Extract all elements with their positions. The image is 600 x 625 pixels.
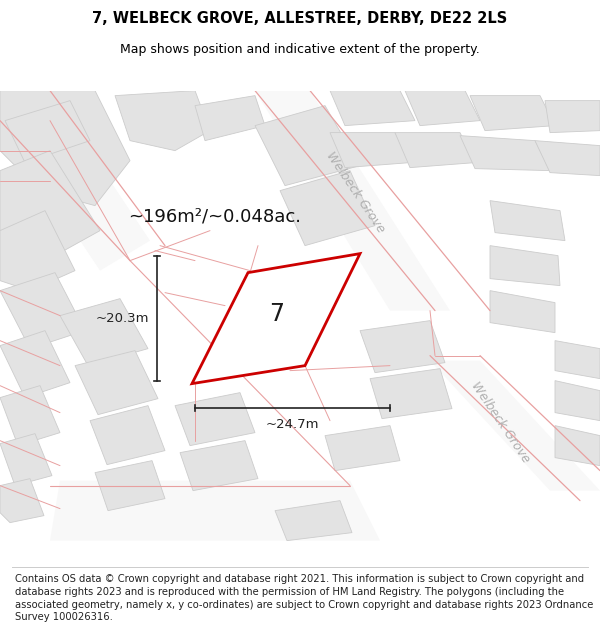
Polygon shape	[370, 369, 452, 419]
Polygon shape	[555, 381, 600, 421]
Polygon shape	[325, 426, 400, 471]
Polygon shape	[430, 361, 600, 491]
Polygon shape	[0, 386, 60, 446]
Polygon shape	[545, 101, 600, 132]
Polygon shape	[5, 101, 90, 162]
Polygon shape	[490, 201, 565, 241]
Text: ~24.7m: ~24.7m	[266, 418, 319, 431]
Polygon shape	[255, 106, 360, 186]
Polygon shape	[115, 91, 210, 151]
Text: 7, WELBECK GROVE, ALLESTREE, DERBY, DE22 2LS: 7, WELBECK GROVE, ALLESTREE, DERBY, DE22…	[92, 11, 508, 26]
Polygon shape	[255, 91, 450, 311]
Polygon shape	[280, 171, 375, 246]
Text: 7: 7	[269, 302, 284, 326]
Polygon shape	[330, 91, 415, 126]
Polygon shape	[0, 272, 85, 349]
Polygon shape	[395, 132, 475, 168]
Polygon shape	[535, 141, 600, 176]
Polygon shape	[0, 211, 75, 291]
Polygon shape	[180, 441, 258, 491]
Polygon shape	[555, 426, 600, 466]
Polygon shape	[0, 151, 100, 256]
Polygon shape	[0, 91, 130, 206]
Polygon shape	[90, 406, 165, 464]
Polygon shape	[490, 291, 555, 332]
Polygon shape	[95, 461, 165, 511]
Polygon shape	[460, 136, 550, 171]
Polygon shape	[0, 331, 70, 398]
Polygon shape	[75, 351, 158, 414]
Polygon shape	[470, 96, 555, 131]
Polygon shape	[490, 246, 560, 286]
Polygon shape	[275, 501, 352, 541]
Polygon shape	[405, 91, 480, 126]
Polygon shape	[360, 321, 445, 372]
Polygon shape	[175, 392, 255, 446]
Polygon shape	[0, 434, 52, 486]
Text: Welbeck Grove: Welbeck Grove	[468, 379, 532, 466]
Polygon shape	[0, 91, 150, 271]
Polygon shape	[60, 299, 148, 366]
Polygon shape	[0, 479, 44, 522]
Polygon shape	[50, 481, 380, 541]
Text: Welbeck Grove: Welbeck Grove	[323, 149, 387, 236]
Polygon shape	[555, 341, 600, 379]
Text: ~196m²/~0.048ac.: ~196m²/~0.048ac.	[128, 208, 302, 226]
Text: Map shows position and indicative extent of the property.: Map shows position and indicative extent…	[120, 42, 480, 56]
Text: Contains OS data © Crown copyright and database right 2021. This information is : Contains OS data © Crown copyright and d…	[15, 574, 593, 622]
Text: ~20.3m: ~20.3m	[95, 312, 149, 324]
Polygon shape	[192, 254, 360, 384]
Polygon shape	[330, 132, 410, 168]
Polygon shape	[195, 96, 265, 141]
